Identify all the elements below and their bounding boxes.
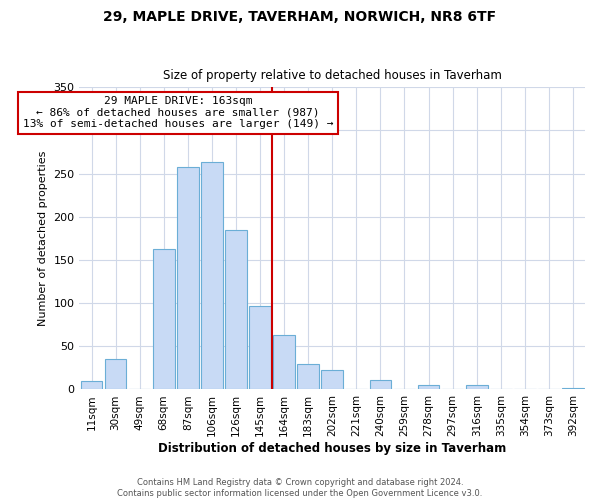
Bar bbox=[418, 385, 439, 390]
Bar bbox=[370, 380, 391, 390]
Text: 29, MAPLE DRIVE, TAVERHAM, NORWICH, NR8 6TF: 29, MAPLE DRIVE, TAVERHAM, NORWICH, NR8 … bbox=[103, 10, 497, 24]
X-axis label: Distribution of detached houses by size in Taverham: Distribution of detached houses by size … bbox=[158, 442, 506, 455]
Bar bbox=[201, 162, 223, 390]
Bar bbox=[105, 359, 127, 390]
Bar bbox=[562, 388, 584, 390]
Bar bbox=[249, 306, 271, 390]
Bar bbox=[466, 385, 488, 390]
Title: Size of property relative to detached houses in Taverham: Size of property relative to detached ho… bbox=[163, 69, 502, 82]
Bar bbox=[80, 381, 103, 390]
Bar bbox=[322, 370, 343, 390]
Bar bbox=[177, 166, 199, 390]
Bar bbox=[298, 364, 319, 390]
Bar bbox=[153, 249, 175, 390]
Text: Contains HM Land Registry data © Crown copyright and database right 2024.
Contai: Contains HM Land Registry data © Crown c… bbox=[118, 478, 482, 498]
Text: 29 MAPLE DRIVE: 163sqm
← 86% of detached houses are smaller (987)
13% of semi-de: 29 MAPLE DRIVE: 163sqm ← 86% of detached… bbox=[23, 96, 334, 129]
Bar bbox=[225, 230, 247, 390]
Bar bbox=[273, 335, 295, 390]
Y-axis label: Number of detached properties: Number of detached properties bbox=[38, 150, 48, 326]
